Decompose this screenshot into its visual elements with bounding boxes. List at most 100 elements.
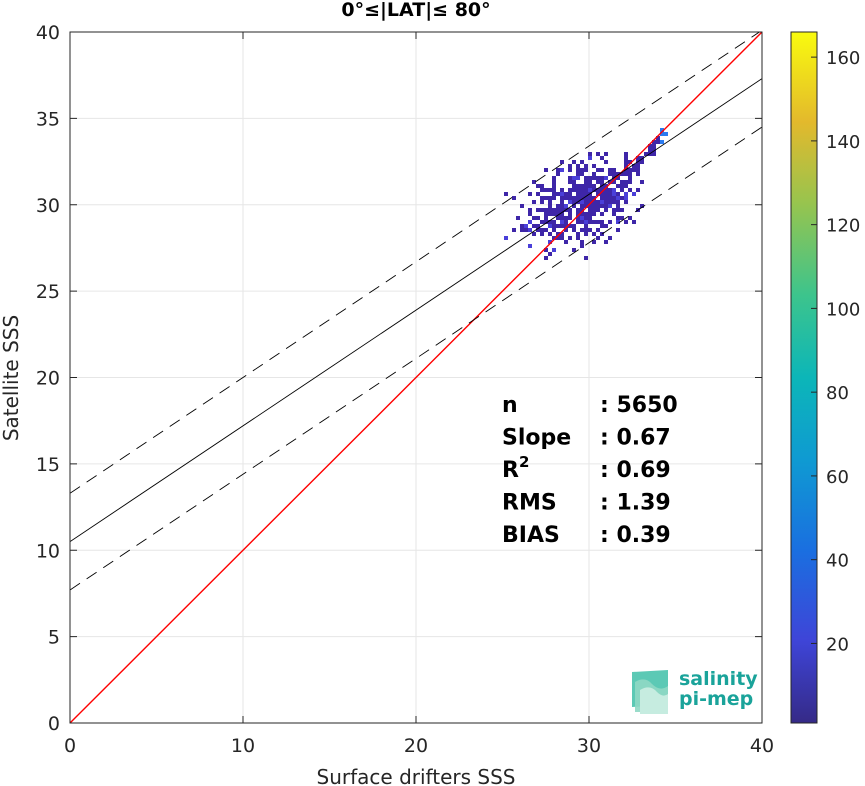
- density-point: [536, 228, 540, 232]
- density-point: [568, 196, 572, 200]
- density-point: [620, 172, 624, 176]
- density-point: [592, 200, 596, 204]
- density-point: [604, 240, 608, 244]
- density-point: [640, 180, 644, 184]
- density-point: [556, 212, 560, 216]
- density-point: [616, 216, 620, 220]
- density-point: [616, 204, 620, 208]
- density-point: [572, 200, 576, 204]
- density-point: [560, 236, 564, 240]
- colorbar-ticks: 20 40 60 80 100 120 140 160: [811, 48, 860, 655]
- density-point: [632, 164, 636, 168]
- stats-annotation: n: 5650 Slope: 0.67 R2: 0.69 RMS: 1.39 BIAS:…: [502, 393, 678, 548]
- density-point: [612, 192, 616, 196]
- density-point: [540, 220, 544, 224]
- density-point: [660, 140, 664, 144]
- density-point: [648, 148, 652, 152]
- density-point: [564, 196, 568, 200]
- x-tick-label-2: 20: [404, 735, 428, 757]
- density-point: [652, 140, 656, 144]
- y-axis-ticks: 0 5 10 15 20 25 30 35 40: [36, 22, 762, 735]
- density-point: [584, 212, 588, 216]
- density-point: [600, 176, 604, 180]
- density-point: [576, 192, 580, 196]
- density-point: [624, 172, 628, 176]
- density-point: [568, 168, 572, 172]
- density-point: [528, 228, 532, 232]
- density-point: [528, 220, 532, 224]
- density-point: [512, 228, 516, 232]
- density-point: [584, 192, 588, 196]
- density-point: [652, 152, 656, 156]
- density-point: [588, 184, 592, 188]
- density-point: [556, 192, 560, 196]
- density-point: [624, 180, 628, 184]
- density-point: [592, 196, 596, 200]
- density-point: [568, 164, 572, 168]
- density-point: [612, 200, 616, 204]
- density-point: [564, 192, 568, 196]
- density-point: [600, 212, 604, 216]
- density-point: [576, 196, 580, 200]
- density-point: [580, 204, 584, 208]
- stat-value-3: : 1.39: [600, 491, 671, 516]
- density-point: [584, 200, 588, 204]
- density-point: [564, 204, 568, 208]
- density-point: [596, 152, 600, 156]
- density-point: [604, 204, 608, 208]
- density-point: [596, 176, 600, 180]
- density-point: [576, 220, 580, 224]
- density-point: [564, 216, 568, 220]
- density-point: [528, 244, 532, 248]
- density-point: [640, 204, 644, 208]
- x-tick-label-4: 40: [750, 735, 774, 757]
- density-point: [556, 204, 560, 208]
- density-point: [568, 176, 572, 180]
- density-point: [572, 160, 576, 164]
- density-point: [596, 188, 600, 192]
- density-point: [584, 164, 588, 168]
- density-point: [604, 160, 608, 164]
- density-point: [660, 132, 664, 136]
- density-point: [620, 216, 624, 220]
- density-point: [576, 232, 580, 236]
- density-point: [604, 196, 608, 200]
- density-point: [616, 220, 620, 224]
- density-point: [616, 172, 620, 176]
- density-point: [556, 224, 560, 228]
- logo-line2: pi-mep: [679, 688, 753, 710]
- density-point: [584, 232, 588, 236]
- density-point: [636, 164, 640, 168]
- density-point: [544, 248, 548, 252]
- density-point: [588, 212, 592, 216]
- density-point: [616, 200, 620, 204]
- density-point: [628, 160, 632, 164]
- density-point: [552, 224, 556, 228]
- density-point: [616, 192, 620, 196]
- density-point: [624, 160, 628, 164]
- density-point: [604, 152, 608, 156]
- density-point: [596, 204, 600, 208]
- density-point: [580, 184, 584, 188]
- density-point: [640, 156, 644, 160]
- density-point: [552, 236, 556, 240]
- density-point: [580, 216, 584, 220]
- density-point: [536, 216, 540, 220]
- density-point: [592, 184, 596, 188]
- density-point: [560, 216, 564, 220]
- density-point: [664, 132, 668, 136]
- density-point: [536, 208, 540, 212]
- density-point: [612, 196, 616, 200]
- density-point: [660, 128, 664, 132]
- density-point: [532, 200, 536, 204]
- density-point: [604, 200, 608, 204]
- density-point: [604, 224, 608, 228]
- density-point: [612, 168, 616, 172]
- colorbar-tick-label-1: 40: [826, 551, 849, 572]
- density-point: [532, 180, 536, 184]
- density-point: [608, 204, 612, 208]
- density-point: [632, 192, 636, 196]
- density-point: [556, 168, 560, 172]
- density-point: [540, 196, 544, 200]
- density-point: [600, 220, 604, 224]
